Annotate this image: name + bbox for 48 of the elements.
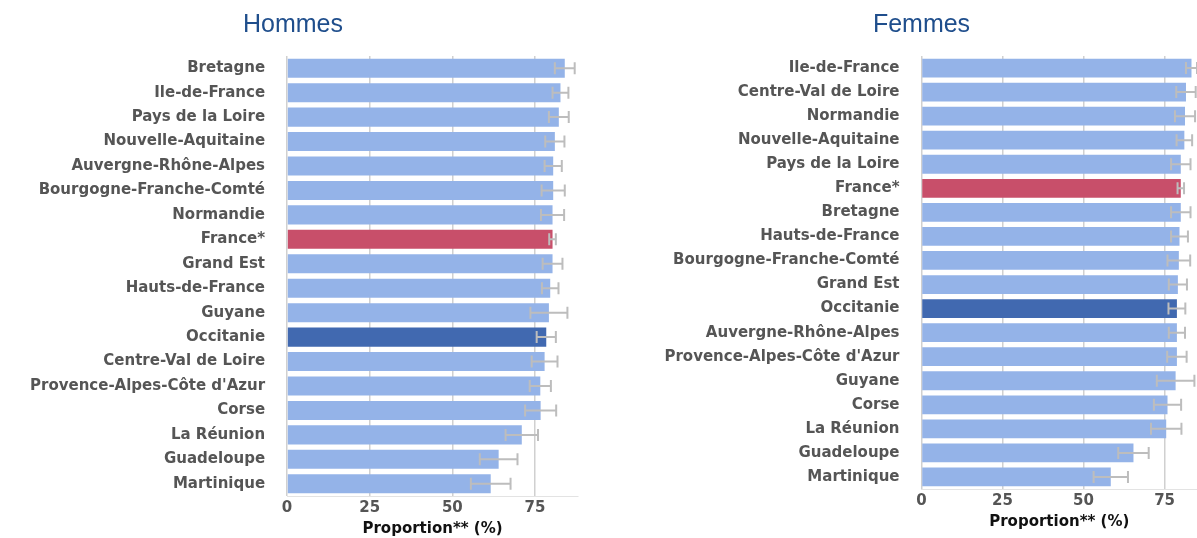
y-tick-label: Corse (851, 394, 900, 413)
y-tick-label: Occitanie (820, 298, 900, 317)
y-tick-label: Ile-de-France (788, 57, 900, 76)
y-tick-label: Auvergne-Rhône-Alpes (705, 322, 900, 341)
y-tick-label: Provence-Alpes-Côte d'Azur (29, 375, 266, 394)
x-axis-title: Proportion** (%) (989, 511, 1130, 530)
x-tick-label: 50 (441, 497, 463, 516)
y-tick-label: La Réunion (805, 418, 900, 437)
x-tick-label: 75 (524, 497, 546, 516)
y-tick-label: Hauts-de-France (760, 226, 900, 245)
y-tick-label: Guyane (201, 302, 266, 321)
y-tick-label: France* (200, 229, 266, 248)
y-tick-label: Bretagne (821, 202, 900, 221)
y-tick-label: Bretagne (187, 58, 266, 77)
x-tick-label: 25 (359, 497, 381, 516)
y-tick-label: Pays de la Loire (766, 154, 900, 173)
x-tick-label: 75 (1154, 490, 1176, 509)
y-tick-label: Normandie (806, 106, 900, 125)
y-tick-label: Nouvelle-Aquitaine (103, 131, 266, 150)
y-tick-label: Bourgogne-Franche-Comté (38, 180, 266, 199)
y-tick-label: Guyane (835, 370, 900, 389)
y-tick-label: Provence-Alpes-Côte d'Azur (664, 346, 901, 365)
chart-title: Femmes (872, 8, 971, 37)
y-tick-label: Centre-Val de Loire (103, 351, 266, 370)
y-tick-label: Corse (217, 400, 266, 419)
y-tick-label: Normandie (172, 204, 266, 223)
y-tick-label: Pays de la Loire (131, 107, 266, 125)
x-tick-label: 0 (916, 490, 927, 509)
y-tick-label: Hauts-de-France (125, 278, 266, 297)
y-tick-label: France* (835, 178, 900, 197)
x-axis-title: Proportion** (%) (362, 518, 503, 537)
y-tick-label: Auvergne-Rhône-Alpes (71, 155, 266, 174)
y-tick-label: Martinique (172, 473, 266, 492)
y-tick-label: Grand Est (816, 274, 900, 293)
y-tick-label: Nouvelle-Aquitaine (737, 130, 900, 149)
y-tick-label: La Réunion (170, 424, 266, 443)
x-tick-label: 25 (992, 490, 1013, 509)
y-tick-label: Guadeloupe (163, 449, 266, 468)
y-tick-label: Occitanie (186, 327, 266, 345)
y-tick-label: Martinique (807, 466, 900, 485)
x-tick-label: 0 (281, 497, 293, 516)
chart-title: Hommes (242, 8, 344, 37)
y-tick-label: Ile-de-France (154, 82, 266, 101)
y-tick-label: Bourgogne-Franche-Comté (673, 250, 900, 269)
y-tick-label: Guadeloupe (798, 442, 900, 461)
y-tick-label: Grand Est (182, 253, 266, 272)
y-tick-label: Centre-Val de Loire (737, 81, 900, 100)
x-tick-label: 50 (1073, 490, 1094, 509)
